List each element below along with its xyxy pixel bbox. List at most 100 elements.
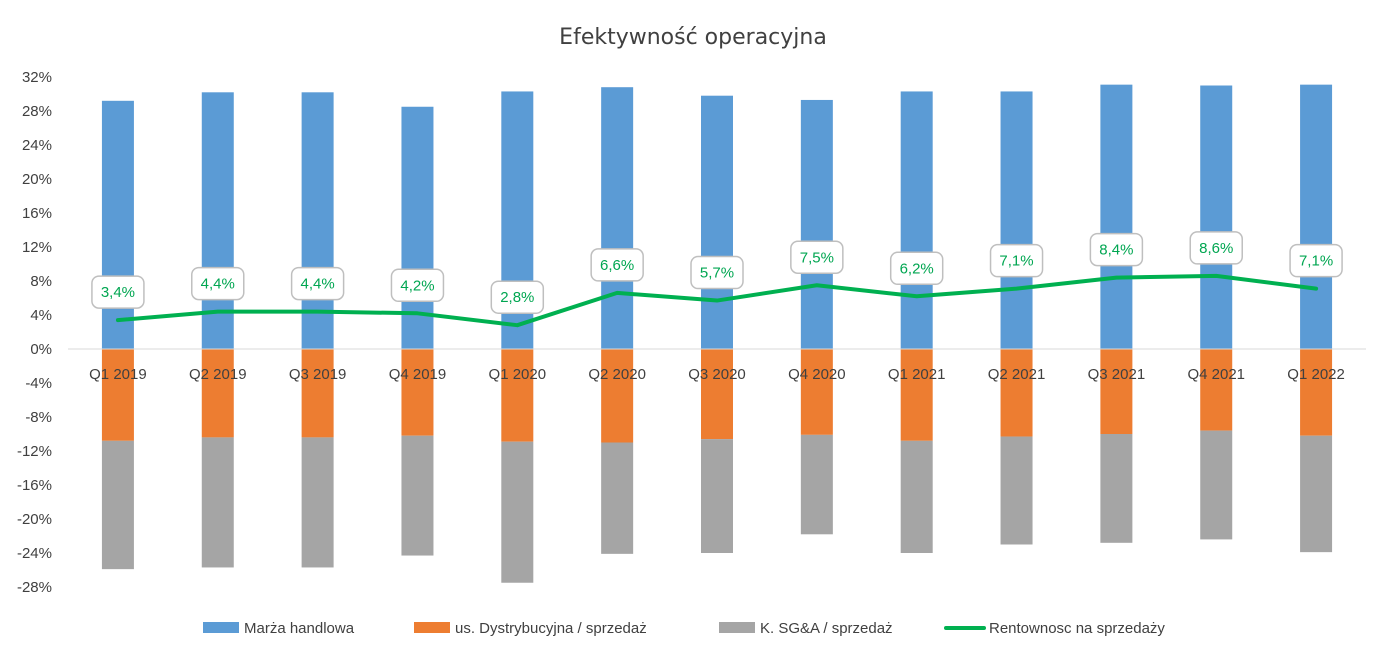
data-label: 6,2% bbox=[900, 260, 934, 277]
bar-series-0 bbox=[401, 106, 434, 349]
category-labels: Q1 2019 Q2 2019 Q3 2019 Q4 2019 Q1 2020 Q2 20… bbox=[89, 366, 1345, 383]
bar-series-0 bbox=[101, 100, 134, 349]
line-path bbox=[115, 273, 1319, 328]
bar-series-0 bbox=[1000, 91, 1033, 349]
y-tick-label: -4% bbox=[25, 375, 52, 392]
data-label: 8,4% bbox=[1099, 242, 1133, 259]
legend-swatch bbox=[719, 622, 755, 633]
data-label-box bbox=[91, 275, 145, 309]
bar-series-1 bbox=[501, 349, 534, 442]
y-tick-label: -24% bbox=[17, 545, 52, 562]
bar-series-2 bbox=[1000, 436, 1033, 545]
data-label: 4,4% bbox=[301, 276, 335, 293]
bar-series-1 bbox=[1300, 349, 1333, 436]
bar-series-1 bbox=[800, 349, 833, 435]
x-tick-label: Q3 2020 bbox=[688, 366, 746, 383]
data-label-box bbox=[1289, 243, 1343, 278]
bar-series-0 bbox=[1100, 84, 1133, 350]
x-tick-label: Q1 2021 bbox=[888, 366, 946, 383]
y-tick-label: 24% bbox=[22, 137, 52, 154]
data-label: 6,6% bbox=[600, 257, 634, 274]
y-tick-label: 32% bbox=[22, 69, 52, 86]
y-tick-label: 12% bbox=[22, 239, 52, 256]
legend-label: Rentownosc na sprzedaży bbox=[989, 620, 1165, 637]
data-labels: 3,4% 4,4% 4,4% 4,2% 2,8% 6,6% 5,7% 7,5% 6,2% 7,1%… bbox=[91, 231, 1343, 314]
x-tick-label: Q4 2020 bbox=[788, 366, 846, 383]
data-label: 4,4% bbox=[201, 276, 235, 293]
data-label: 2,8% bbox=[500, 289, 534, 306]
bar-series-0 bbox=[800, 99, 833, 349]
bar-series-2 bbox=[201, 437, 234, 568]
bar-series-0 bbox=[701, 95, 733, 349]
data-label-box bbox=[590, 248, 644, 282]
chart-title: Efektywność operacyjna bbox=[559, 25, 827, 50]
y-tick-label: 8% bbox=[30, 273, 52, 290]
y-tick-label: 4% bbox=[30, 307, 52, 324]
y-tick-label: -20% bbox=[17, 511, 52, 528]
bar-series-2 bbox=[900, 440, 933, 553]
legend-label: Marża handlowa bbox=[244, 620, 355, 637]
data-label: 7,1% bbox=[1299, 253, 1333, 270]
bar-series-2 bbox=[701, 439, 733, 553]
bar-series-0 bbox=[1300, 84, 1333, 350]
bar-series-1 bbox=[101, 349, 134, 441]
bar-series-2 bbox=[101, 440, 134, 570]
data-label: 7,5% bbox=[800, 249, 834, 266]
bar-series-1 bbox=[900, 349, 933, 441]
bar-series-2 bbox=[1200, 430, 1233, 540]
bar-series-0 bbox=[900, 91, 933, 349]
data-label: 4,2% bbox=[400, 277, 434, 294]
bar-series-1 bbox=[401, 349, 434, 436]
bar-series-0 bbox=[1200, 85, 1233, 349]
bar-series-2 bbox=[1300, 435, 1333, 553]
data-label-box bbox=[690, 255, 744, 290]
data-label-box bbox=[1089, 232, 1144, 267]
y-axis: 32% 28% 24% 20% 16% 12% 8% 4% 0% -4% -8% -12% -16% -2… bbox=[17, 69, 52, 596]
data-label-box bbox=[989, 243, 1044, 278]
data-label-box bbox=[790, 240, 844, 274]
bar-series-2 bbox=[800, 434, 833, 535]
bar-series-2 bbox=[301, 437, 334, 568]
bar-series-2 bbox=[401, 435, 434, 556]
line-series bbox=[115, 273, 1319, 328]
x-tick-label: Q2 2021 bbox=[988, 366, 1046, 383]
x-tick-label: Q1 2022 bbox=[1287, 366, 1345, 383]
legend: Marża handlowa us. Dystrybucyjna / sprzed… bbox=[203, 620, 1165, 637]
data-label-box bbox=[290, 266, 345, 301]
bar-series-0 bbox=[301, 92, 334, 350]
legend-label: us. Dystrybucyjna / sprzedaż bbox=[455, 620, 647, 637]
y-tick-label: 0% bbox=[30, 341, 52, 358]
data-label-box bbox=[390, 268, 445, 303]
data-label: 8,6% bbox=[1199, 240, 1233, 257]
data-label-box bbox=[490, 280, 545, 314]
bar-series-0 bbox=[601, 87, 634, 349]
y-tick-label: 16% bbox=[22, 205, 52, 222]
y-tick-label: -12% bbox=[17, 443, 52, 460]
x-tick-label: Q4 2019 bbox=[389, 366, 447, 383]
x-tick-label: Q1 2020 bbox=[489, 366, 547, 383]
legend-swatch bbox=[414, 622, 450, 633]
y-tick-label: 20% bbox=[22, 171, 52, 188]
bar-series-1 bbox=[601, 349, 634, 443]
bar-series-2 bbox=[501, 441, 534, 583]
x-tick-label: Q4 2021 bbox=[1187, 366, 1245, 383]
legend-swatch bbox=[203, 622, 239, 633]
data-label-box bbox=[889, 251, 944, 286]
x-tick-label: Q2 2020 bbox=[588, 366, 646, 383]
bars bbox=[101, 84, 1333, 583]
legend-label: K. SG&A / sprzedaż bbox=[760, 620, 893, 637]
data-label: 7,1% bbox=[999, 253, 1033, 270]
bar-series-1 bbox=[1100, 349, 1133, 434]
bar-series-2 bbox=[1100, 434, 1133, 543]
bar-series-1 bbox=[301, 349, 334, 438]
x-tick-label: Q2 2019 bbox=[189, 366, 247, 383]
bar-series-1 bbox=[1000, 349, 1033, 437]
x-tick-label: Q3 2019 bbox=[289, 366, 347, 383]
bar-series-0 bbox=[201, 92, 234, 350]
data-label: 5,7% bbox=[700, 265, 734, 282]
y-tick-label: -8% bbox=[25, 409, 52, 426]
y-tick-label: -16% bbox=[17, 477, 52, 494]
y-tick-label: 28% bbox=[22, 103, 52, 120]
